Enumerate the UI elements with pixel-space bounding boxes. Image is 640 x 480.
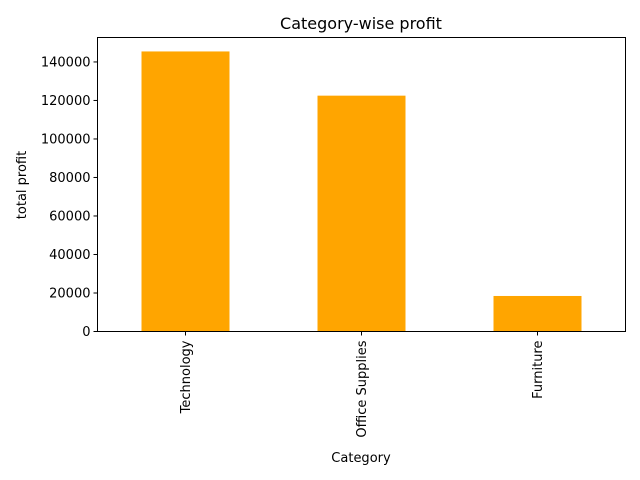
y-tick-label: 120000 [41, 94, 91, 109]
y-tick-label: 40000 [49, 248, 90, 263]
y-axis-ticks: 0 20000 40000 60000 80000 100000 120000 140000 [41, 55, 98, 340]
x-tick-label: Furniture [531, 341, 546, 399]
chart-title: Category-wise profit [280, 14, 442, 33]
y-tick-label: 60000 [49, 209, 90, 224]
y-tick-label: 140000 [41, 55, 91, 70]
x-axis-ticks: Technology Office Supplies Furniture [179, 331, 546, 438]
plot-frame [97, 37, 626, 332]
x-tick-label: Office Supplies [355, 340, 370, 437]
y-axis-title: total profit [15, 151, 30, 219]
y-tick-label: 20000 [49, 286, 90, 301]
y-tick-label: 0 [82, 325, 90, 340]
x-axis-title: Category [331, 451, 391, 466]
x-tick-label: Technology [179, 340, 194, 414]
bars-group [141, 51, 582, 332]
bar-technology [141, 51, 230, 332]
y-tick-label: 100000 [41, 132, 91, 147]
bar-furniture [493, 295, 582, 332]
bar-office-supplies [317, 95, 406, 332]
y-tick-label: 80000 [49, 171, 90, 186]
